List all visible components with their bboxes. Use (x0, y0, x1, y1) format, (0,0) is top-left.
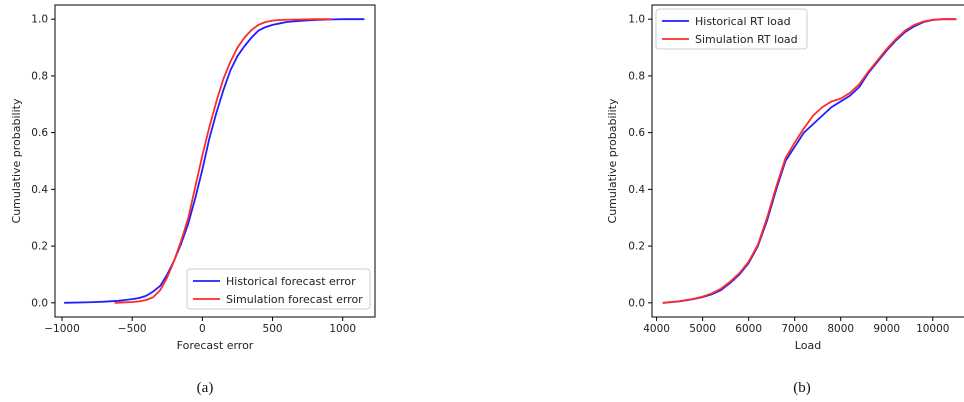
legend-label-historical-forecast: Historical forecast error (226, 275, 356, 288)
x-tick-label: 9000 (873, 323, 900, 335)
caption-b: (b) (793, 380, 811, 396)
x-tick-label: 4000 (643, 323, 670, 335)
y-tick-label: 0.4 (31, 184, 48, 196)
x-tick-label: 7000 (781, 323, 808, 335)
y-tick-label: 0.4 (628, 184, 645, 196)
series-layer-a (63, 18, 365, 304)
legend-box-b (655, 8, 808, 50)
y-tick-label: 1.0 (31, 14, 48, 26)
series-line-b-1 (662, 18, 957, 304)
x-tick-label: 6000 (735, 323, 762, 335)
x-tick-label: 1000 (329, 323, 356, 335)
y-tick-label: 0.6 (31, 127, 48, 139)
ticks-a: −1000 −500 0 500 1000 0.0 0.2 0.4 0.6 0.8 1.0 (31, 14, 356, 335)
y-tick-label: 0.6 (628, 127, 645, 139)
legend-box-a (186, 268, 371, 310)
ticks-b: 4000 5000 6000 7000 8000 9000 10000 0.0 0.2 0.4 0.… (628, 14, 949, 335)
y-tick-label: 0.0 (31, 297, 48, 309)
x-tick-label: 10000 (916, 323, 949, 335)
y-tick-label: 0.2 (31, 241, 48, 253)
y-tick-label: 0.0 (628, 297, 645, 309)
x-tick-label: 5000 (689, 323, 716, 335)
series-layer-b (662, 18, 957, 304)
chart-panel-a: −1000 −500 0 500 1000 0.0 0.2 0.4 0.6 0.8 1.0 Fore… (10, 4, 376, 396)
x-tick-label: −1000 (44, 323, 80, 335)
y-tick-label: 0.8 (628, 70, 645, 82)
y-tick-label: 0.8 (31, 70, 48, 82)
legend-b: Historical RT load Simulation RT load (655, 8, 808, 50)
caption-a: (a) (197, 380, 214, 396)
legend-label-simulation-forecast: Simulation forecast error (226, 293, 363, 306)
chart-panel-b: 4000 5000 6000 7000 8000 9000 10000 0.0 0.2 0.4 0.… (606, 4, 964, 396)
x-tick-label: 500 (263, 323, 283, 335)
series-line-a-1 (114, 18, 333, 304)
legend-label-historical-load: Historical RT load (695, 15, 791, 28)
plot-frame-a (54, 4, 376, 318)
legend-label-simulation-load: Simulation RT load (695, 33, 798, 46)
legend-a: Historical forecast error Simulation for… (186, 268, 371, 310)
y-axis-label-a: Cumulative probability (10, 98, 23, 223)
x-axis-label-b: Load (795, 339, 821, 352)
series-line-a-0 (63, 18, 365, 304)
y-tick-label: 0.2 (628, 241, 645, 253)
y-axis-label-b: Cumulative probability (606, 98, 619, 223)
series-line-b-0 (662, 18, 957, 304)
plot-frame-b (651, 4, 964, 318)
x-axis-label-a: Forecast error (177, 339, 254, 352)
x-tick-label: 8000 (827, 323, 854, 335)
y-tick-label: 1.0 (628, 14, 645, 26)
x-tick-label: −500 (118, 323, 147, 335)
x-tick-label: 0 (199, 323, 206, 335)
